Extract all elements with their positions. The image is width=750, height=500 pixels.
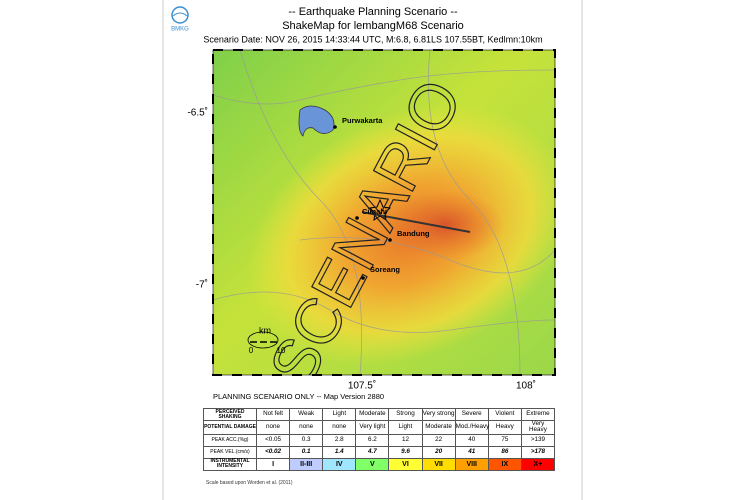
table-cell: 9.6 — [388, 445, 423, 459]
lat-tick: -7˚ — [196, 279, 208, 291]
logo: BMKG — [171, 6, 189, 33]
table-cell: Not felt — [255, 408, 291, 421]
subtitle: ShakeMap for lembangM68 Scenario — [282, 20, 464, 32]
table-cell: VI — [388, 457, 423, 471]
row-header: PEAK VEL.(cm/s) — [203, 445, 257, 459]
table-cell: 0.3 — [289, 433, 324, 447]
scale-bar: km 0 10 — [247, 325, 286, 355]
row-header: POTENTIAL DAMAGE — [203, 420, 257, 435]
table-cell: Very strong — [421, 408, 456, 421]
table-row: PEAK VEL.(cm/s) <0.02 0.1 1.4 4.7 9.6 20 41 86 >1… — [203, 445, 556, 459]
table-cell: X+ — [520, 457, 556, 471]
table-row: PEAK ACC.(%g) <0.05 0.3 2.8 6.2 12 22 40 75 >139 — [203, 433, 556, 447]
place-label: Bandung — [397, 229, 430, 238]
row-header: INSTRUMENTAL INTENSITY — [203, 457, 257, 471]
table-cell: Heavy — [487, 420, 522, 435]
table-cell: Violent — [487, 408, 522, 421]
place-label: Soreang — [370, 265, 400, 274]
table-cell: Very Heavy — [520, 420, 556, 435]
table-cell: Severe — [454, 408, 489, 421]
table-cell: Very light — [355, 420, 390, 435]
table-cell: V — [355, 457, 390, 471]
place-dot — [333, 125, 337, 129]
table-cell: 41 — [454, 445, 489, 459]
table-cell: 86 — [487, 445, 522, 459]
table-cell: Moderate — [355, 408, 390, 421]
map: SCENARIO PurwakartaCimahiBandungSoreang … — [213, 50, 555, 375]
note: PLANNING SCENARIO ONLY -- Map Version 28… — [213, 392, 384, 401]
table-row: INSTRUMENTAL INTENSITY I II-III IV V VI VII VII… — [203, 457, 556, 471]
table-cell: none — [289, 420, 324, 435]
map-frame — [212, 49, 556, 376]
table-cell: 22 — [421, 433, 456, 447]
scenario-info: Scenario Date: NOV 26, 2015 14:33:44 UTC… — [203, 34, 542, 44]
table-cell: 20 — [421, 445, 456, 459]
table-cell: Mod./Heavy — [454, 420, 489, 435]
table-cell: Weak — [289, 408, 324, 421]
logo-text: BMKG — [171, 27, 189, 33]
table-cell: Light — [322, 408, 357, 421]
table-cell: Moderate — [421, 420, 456, 435]
table-cell: 12 — [388, 433, 423, 447]
lat-tick: -6.5˚ — [187, 107, 208, 119]
table-cell: <0.05 — [255, 433, 291, 447]
lon-tick: 108˚ — [516, 380, 536, 392]
table-cell: 40 — [454, 433, 489, 447]
table-row: POTENTIAL DAMAGE none none none Very light Li… — [203, 420, 556, 435]
table-cell: 75 — [487, 433, 522, 447]
table-cell: IX — [487, 457, 522, 471]
place-dot — [361, 276, 365, 280]
footer: Scale based upon Worden et al. (2011) — [206, 480, 293, 486]
table-cell: Light — [388, 420, 423, 435]
table-cell: 0.1 — [289, 445, 324, 459]
table-cell: Strong — [388, 408, 423, 421]
table-cell: II-III — [289, 457, 324, 471]
table-cell: >178 — [520, 445, 556, 459]
scale-start: 0 — [249, 346, 254, 355]
table-cell: I — [255, 457, 291, 471]
table-cell: none — [322, 420, 357, 435]
intensity-table: PERCEIVED SHAKING Not felt Weak Light Modera… — [203, 408, 556, 471]
table-cell: <0.02 — [255, 445, 291, 459]
place-dot — [355, 216, 359, 220]
table-cell: >139 — [520, 433, 556, 447]
table-cell: 6.2 — [355, 433, 390, 447]
row-header: PEAK ACC.(%g) — [203, 433, 257, 447]
table-row: PERCEIVED SHAKING Not felt Weak Light Modera… — [203, 408, 556, 421]
table-cell: 4.7 — [355, 445, 390, 459]
place-label: Purwakarta — [342, 116, 383, 125]
scale-unit: km — [259, 325, 271, 335]
table-cell: 1.4 — [322, 445, 357, 459]
table-cell: VIII — [454, 457, 489, 471]
row-header: PERCEIVED SHAKING — [203, 408, 257, 421]
place-label: Cimahi — [362, 207, 387, 216]
table-cell: Extreme — [520, 408, 556, 421]
scale-end: 10 — [277, 346, 286, 355]
table-cell: 2.8 — [322, 433, 357, 447]
lon-tick: 107.5˚ — [348, 380, 376, 392]
table-cell: none — [255, 420, 291, 435]
title: -- Earthquake Planning Scenario -- — [288, 6, 458, 18]
table-cell: IV — [322, 457, 357, 471]
place-dot — [388, 238, 392, 242]
table-cell: VII — [421, 457, 456, 471]
